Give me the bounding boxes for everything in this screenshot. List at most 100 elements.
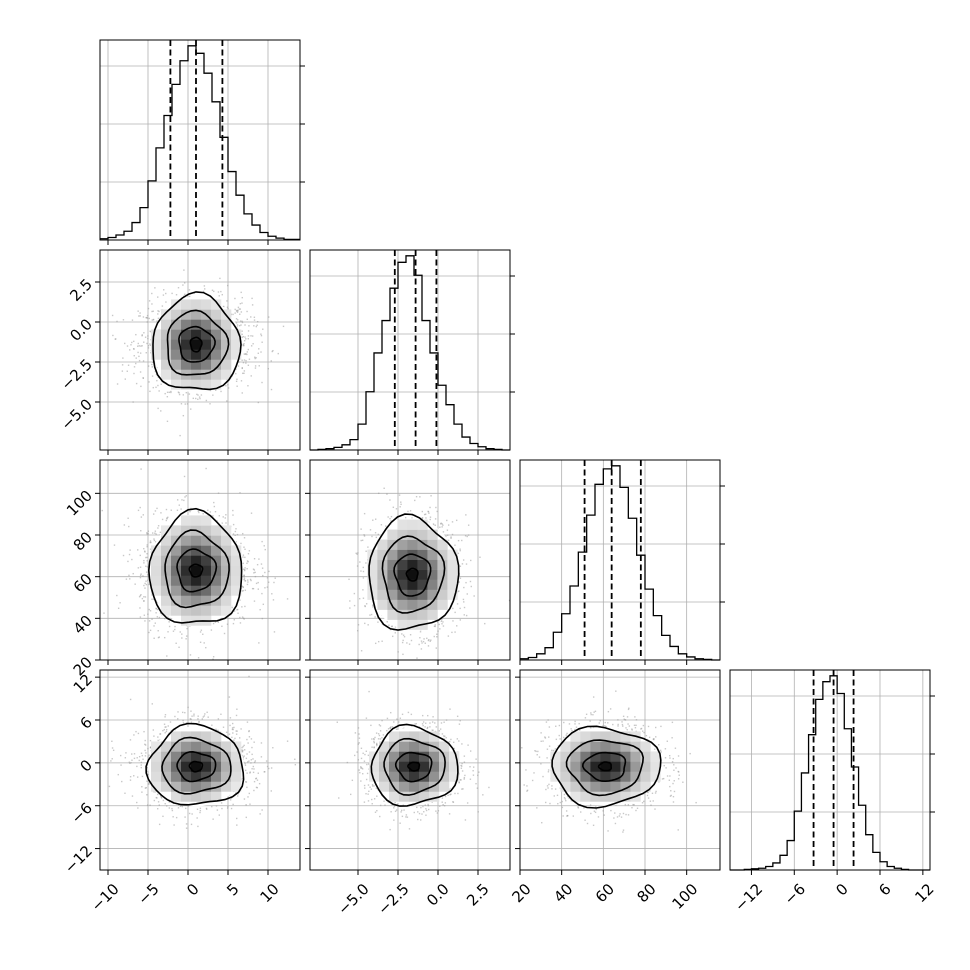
scatter-point xyxy=(139,594,142,597)
density-cell xyxy=(181,615,192,626)
scatter-point xyxy=(247,364,250,366)
density-cell xyxy=(211,329,222,340)
scatter-point xyxy=(148,300,151,302)
scatter-point xyxy=(257,588,259,590)
scatter-point xyxy=(237,365,240,367)
density-cell xyxy=(397,589,408,600)
scatter-point xyxy=(277,352,279,355)
scatter-point xyxy=(146,546,148,548)
scatter-point xyxy=(241,333,243,336)
density-cell xyxy=(221,359,232,370)
scatter-point xyxy=(246,560,249,562)
scatter-point xyxy=(143,600,145,602)
density-cell xyxy=(407,559,418,570)
density-cell xyxy=(427,539,438,550)
scatter-point xyxy=(246,310,248,313)
scatter-point xyxy=(158,390,160,392)
density-cell xyxy=(211,349,222,360)
scatter-point xyxy=(385,525,387,527)
scatter-point xyxy=(420,640,423,642)
scatter-point xyxy=(221,293,223,296)
scatter-point xyxy=(157,527,159,529)
scatter-point xyxy=(419,637,421,639)
scatter-point xyxy=(192,397,194,400)
scatter-point xyxy=(199,641,202,643)
scatter-point xyxy=(389,517,391,520)
scatter-point xyxy=(243,340,246,342)
density-cell xyxy=(221,605,232,616)
scatter-point xyxy=(251,304,254,306)
scatter-point xyxy=(394,626,397,628)
scatter-point xyxy=(508,599,510,602)
scatter-point xyxy=(212,515,214,517)
scatter-point xyxy=(461,539,463,542)
density-cell xyxy=(191,329,202,340)
scatter-point xyxy=(129,549,131,551)
scatter-point xyxy=(238,308,240,310)
density-cell xyxy=(397,529,408,540)
scatter-point xyxy=(224,517,226,519)
scatter-point xyxy=(222,516,224,518)
scatter-point xyxy=(452,607,454,610)
scatter-point xyxy=(122,554,125,557)
scatter-point xyxy=(261,381,263,384)
scatter-point xyxy=(157,407,159,410)
density-cell xyxy=(397,539,408,550)
scatter-point xyxy=(137,732,140,735)
scatter-point xyxy=(241,296,243,299)
scatter-point xyxy=(141,334,143,337)
scatter-point xyxy=(134,583,136,585)
scatter-point xyxy=(197,394,199,396)
scatter-point xyxy=(407,510,409,513)
scatter-point xyxy=(213,290,215,293)
scatter-point xyxy=(155,607,157,610)
scatter-point xyxy=(389,499,391,501)
scatter-point xyxy=(146,532,148,534)
density-cell xyxy=(181,605,192,616)
scatter-point xyxy=(137,509,140,512)
density-cell xyxy=(191,515,202,526)
density-cell xyxy=(181,565,192,576)
scatter-point xyxy=(217,291,220,293)
scatter-point xyxy=(151,303,153,305)
scatter-point xyxy=(242,554,245,556)
density-cell xyxy=(191,359,202,370)
scatter-point xyxy=(203,285,206,287)
scatter-point xyxy=(470,559,472,562)
scatter-point xyxy=(242,343,245,346)
scatter-point xyxy=(183,282,186,284)
scatter-point xyxy=(367,624,369,626)
density-cell xyxy=(151,565,162,576)
density-cell xyxy=(211,555,222,566)
scatter-point xyxy=(447,635,450,637)
scatter-point xyxy=(154,510,157,512)
density-cell xyxy=(201,359,212,370)
scatter-point xyxy=(241,392,243,394)
scatter-point xyxy=(362,577,365,579)
scatter-point xyxy=(247,560,249,563)
scatter-point xyxy=(148,608,150,611)
scatter-point xyxy=(456,603,459,605)
histogram-step xyxy=(310,255,510,451)
scatter-point xyxy=(445,535,447,537)
scatter-point xyxy=(197,398,199,401)
panel-frame xyxy=(99,249,301,451)
scatter-point xyxy=(420,648,423,650)
panel-frame xyxy=(99,459,301,661)
scatter-point xyxy=(479,556,481,558)
scatter-point xyxy=(260,333,262,335)
scatter-point xyxy=(146,574,149,576)
scatter-point xyxy=(463,601,465,603)
scatter-point xyxy=(435,647,437,649)
scatter-point xyxy=(147,347,150,349)
scatter-point xyxy=(138,345,140,347)
scatter-point xyxy=(241,616,244,618)
scatter-point xyxy=(252,587,255,590)
scatter-point xyxy=(255,786,258,789)
scatter-point xyxy=(190,710,192,712)
scatter-point xyxy=(237,319,239,321)
scatter-point xyxy=(244,567,246,569)
scatter-point xyxy=(154,370,157,373)
density-cell xyxy=(171,545,182,556)
scatter-point xyxy=(452,620,454,622)
